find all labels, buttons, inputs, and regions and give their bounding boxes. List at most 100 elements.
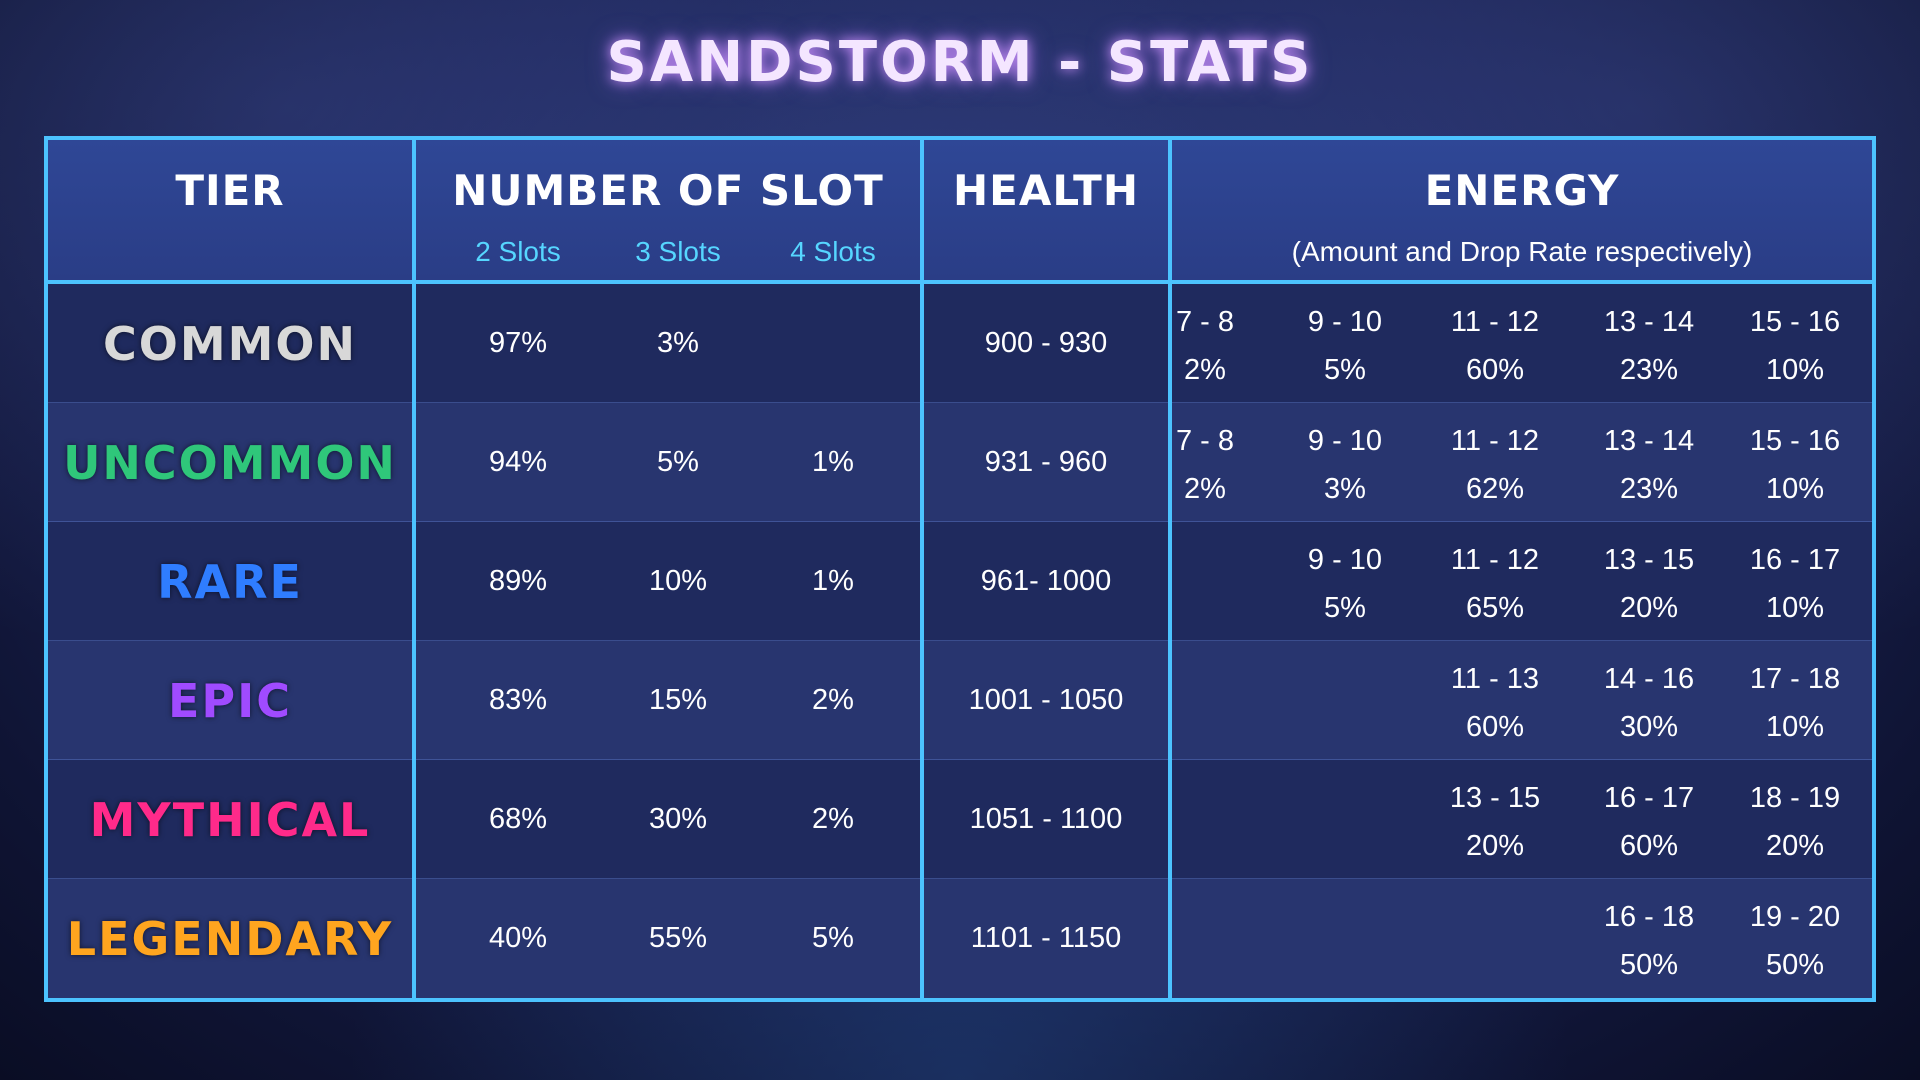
energy-cell: 13 - 14 23% — [1579, 403, 1719, 522]
energy-drop-rate: 2% — [1184, 354, 1226, 386]
header-slot-2: 2 Slots — [475, 236, 561, 267]
energy-drop-rate: 10% — [1765, 473, 1825, 505]
energy-cell — [1135, 760, 1275, 879]
stats-table: TIER NUMBER OF SLOT 2 Slots 3 Slots 4 Sl… — [44, 136, 1876, 1002]
energy-drop-rate: 20% — [1465, 830, 1525, 862]
column-divider — [920, 140, 924, 998]
energy-amount: 19 - 20 — [1749, 901, 1841, 933]
energy-amount: 15 - 16 — [1749, 306, 1841, 338]
energy-cell: 13 - 15 20% — [1425, 760, 1565, 879]
energy-cell: 15 - 16 10% — [1725, 284, 1865, 403]
energy-amount: 13 - 15 — [1603, 544, 1695, 576]
energy-cell: 9 - 10 5% — [1275, 522, 1415, 641]
energy-amount: 11 - 12 — [1450, 425, 1540, 457]
table-row: RARE 89% 10% 1% 961- 1000 9 - 10 5% 11 - 12 65% 1… — [48, 522, 1872, 641]
energy-drop-rate: 30% — [1619, 711, 1679, 743]
energy-amount: 9 - 10 — [1307, 306, 1383, 338]
tier-label-rare: RARE — [157, 555, 303, 609]
header-health: HEALTH — [953, 166, 1139, 215]
energy-cell: 11 - 12 62% — [1425, 403, 1565, 522]
health-range: 1001 - 1050 — [968, 684, 1124, 716]
energy-drop-rate: 10% — [1765, 354, 1825, 386]
slot-2-rate: 97% — [488, 327, 548, 359]
energy-cell: 11 - 13 60% — [1425, 641, 1565, 760]
slot-3-rate: 10% — [648, 565, 708, 597]
table-row: EPIC 83% 15% 2% 1001 - 1050 11 - 13 60% 14 - 16… — [48, 641, 1872, 760]
energy-amount: 9 - 10 — [1307, 544, 1383, 576]
energy-amount: 7 - 8 — [1175, 306, 1235, 338]
health-range: 900 - 930 — [984, 327, 1108, 359]
energy-cell: 15 - 16 10% — [1725, 403, 1865, 522]
tier-label-epic: EPIC — [167, 674, 292, 728]
slot-4-rate: 2% — [812, 684, 854, 716]
energy-drop-rate: 60% — [1619, 830, 1679, 862]
energy-drop-rate: 23% — [1619, 354, 1679, 386]
energy-amount: 16 - 17 — [1749, 544, 1841, 576]
energy-cell: 16 - 18 50% — [1579, 879, 1719, 998]
energy-amount: 18 - 19 — [1749, 782, 1841, 814]
table-row: COMMON 97% 3% 900 - 930 7 - 8 2% 9 - 10 5% 11 - … — [48, 284, 1872, 403]
energy-cell: 7 - 8 2% — [1135, 284, 1275, 403]
energy-amount: 11 - 12 — [1450, 306, 1540, 338]
energy-drop-rate: 50% — [1619, 949, 1679, 981]
table-row: MYTHICAL 68% 30% 2% 1051 - 1100 13 - 15 20% 16 … — [48, 760, 1872, 879]
slot-3-rate: 15% — [648, 684, 708, 716]
energy-amount: 13 - 14 — [1603, 425, 1695, 457]
energy-drop-rate: 62% — [1465, 473, 1525, 505]
energy-cell: 13 - 15 20% — [1579, 522, 1719, 641]
energy-cell: 14 - 16 30% — [1579, 641, 1719, 760]
energy-drop-rate: 2% — [1184, 473, 1226, 505]
header-slot-4: 4 Slots — [790, 236, 876, 267]
table-row: UNCOMMON 94% 5% 1% 931 - 960 7 - 8 2% 9 - 10 3% 1… — [48, 403, 1872, 522]
slot-2-rate: 89% — [488, 565, 548, 597]
energy-amount: 9 - 10 — [1307, 425, 1383, 457]
energy-cell: 13 - 14 23% — [1579, 284, 1719, 403]
energy-amount: 11 - 12 — [1450, 544, 1540, 576]
slot-2-rate: 94% — [488, 446, 548, 478]
energy-cell: 9 - 10 3% — [1275, 403, 1415, 522]
energy-cell: 17 - 18 10% — [1725, 641, 1865, 760]
header-tier: TIER — [175, 166, 285, 215]
energy-cell: 16 - 17 60% — [1579, 760, 1719, 879]
page-title: SANDSTORM - STATS — [606, 30, 1314, 95]
energy-cell — [1275, 760, 1415, 879]
slot-3-rate: 5% — [657, 446, 699, 478]
energy-amount: 16 - 18 — [1603, 901, 1695, 933]
energy-cell: 7 - 8 2% — [1135, 403, 1275, 522]
energy-drop-rate: 5% — [1324, 354, 1366, 386]
slot-3-rate: 3% — [657, 327, 699, 359]
energy-drop-rate: 65% — [1465, 592, 1525, 624]
energy-drop-rate: 20% — [1765, 830, 1825, 862]
energy-cell: 9 - 10 5% — [1275, 284, 1415, 403]
energy-cell — [1135, 879, 1275, 998]
tier-label-common: COMMON — [102, 317, 358, 371]
header-energy-note: (Amount and Drop Rate respectively) — [1291, 236, 1753, 267]
energy-amount: 11 - 13 — [1450, 663, 1540, 695]
energy-drop-rate: 60% — [1465, 711, 1525, 743]
energy-drop-rate: 3% — [1324, 473, 1366, 505]
table-header: TIER NUMBER OF SLOT 2 Slots 3 Slots 4 Sl… — [48, 140, 1872, 284]
table-row: LEGENDARY 40% 55% 5% 1101 - 1150 16 - 18 50% 19… — [48, 879, 1872, 998]
slot-4-rate: 5% — [812, 922, 854, 954]
slot-2-rate: 68% — [488, 803, 548, 835]
energy-cell: 18 - 19 20% — [1725, 760, 1865, 879]
header-slots: NUMBER OF SLOT — [452, 166, 884, 215]
energy-amount: 16 - 17 — [1603, 782, 1695, 814]
header-slot-3: 3 Slots — [635, 236, 721, 267]
slot-4-rate: 1% — [812, 565, 854, 597]
slot-2-rate: 40% — [488, 922, 548, 954]
energy-drop-rate: 20% — [1619, 592, 1679, 624]
energy-drop-rate: 23% — [1619, 473, 1679, 505]
slot-4-rate: 2% — [812, 803, 854, 835]
energy-cell — [1275, 879, 1415, 998]
energy-drop-rate: 10% — [1765, 592, 1825, 624]
energy-cell — [1135, 522, 1275, 641]
stats-grid: TIER NUMBER OF SLOT 2 Slots 3 Slots 4 Sl… — [48, 140, 1872, 998]
health-range: 1051 - 1100 — [969, 803, 1123, 835]
header-energy: ENERGY — [1424, 166, 1620, 215]
energy-drop-rate: 50% — [1765, 949, 1825, 981]
energy-cell: 11 - 12 60% — [1425, 284, 1565, 403]
energy-amount: 13 - 15 — [1449, 782, 1541, 814]
column-divider — [1168, 140, 1172, 998]
energy-cell: 16 - 17 10% — [1725, 522, 1865, 641]
